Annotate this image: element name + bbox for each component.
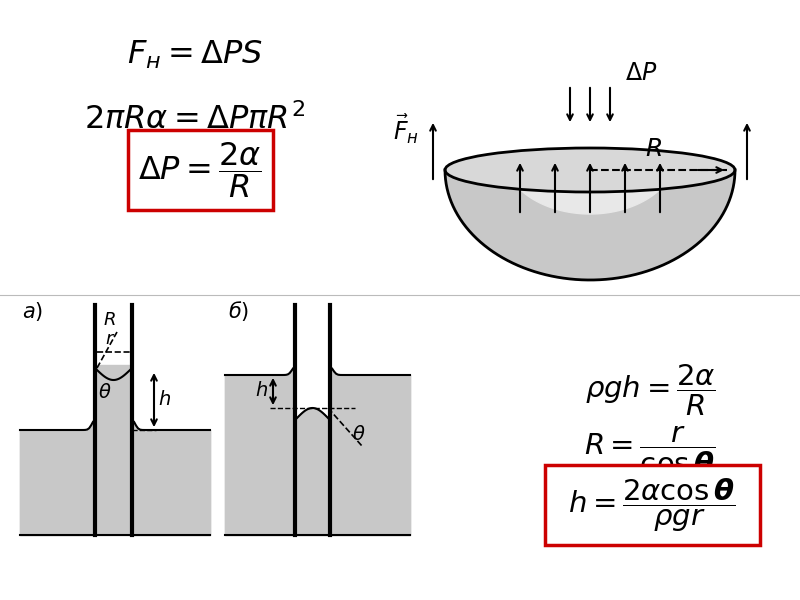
Text: $h$: $h$: [158, 390, 171, 409]
Polygon shape: [503, 154, 677, 214]
Polygon shape: [225, 375, 295, 535]
Text: $R = \dfrac{r}{\cos\boldsymbol{\theta}}$: $R = \dfrac{r}{\cos\boldsymbol{\theta}}$: [584, 424, 716, 476]
Text: $r$: $r$: [106, 330, 116, 348]
Text: $\theta$: $\theta$: [352, 425, 366, 444]
Text: $R$: $R$: [645, 138, 662, 161]
Ellipse shape: [445, 148, 735, 192]
Polygon shape: [330, 375, 410, 535]
Text: $\theta$: $\theta$: [98, 383, 111, 402]
Text: $а)$: $а)$: [22, 300, 43, 323]
Polygon shape: [297, 418, 328, 535]
Polygon shape: [97, 370, 130, 535]
Text: $\rho g h = \dfrac{2\alpha}{R}$: $\rho g h = \dfrac{2\alpha}{R}$: [585, 362, 715, 418]
Text: $h$: $h$: [255, 382, 268, 401]
Polygon shape: [445, 170, 735, 280]
Polygon shape: [132, 430, 210, 535]
Text: $h = \dfrac{2\alpha\cos\boldsymbol{\theta}}{\rho g r}$: $h = \dfrac{2\alpha\cos\boldsymbol{\thet…: [568, 476, 736, 533]
Text: $R$: $R$: [103, 311, 116, 329]
Text: $\Delta P = \dfrac{2\alpha}{R}$: $\Delta P = \dfrac{2\alpha}{R}$: [138, 140, 262, 200]
Text: $2\pi R\alpha = \Delta P \pi R^2$: $2\pi R\alpha = \Delta P \pi R^2$: [85, 104, 306, 136]
Polygon shape: [20, 430, 95, 535]
Bar: [128, 130, 273, 210]
Text: $\vec{F}_{\mathit{н}}$: $\vec{F}_{\mathit{н}}$: [393, 112, 419, 146]
Text: $F_{\mathit{н}} = \Delta PS$: $F_{\mathit{н}} = \Delta PS$: [127, 39, 263, 71]
Text: $\Delta P$: $\Delta P$: [625, 62, 658, 85]
Bar: [545, 465, 760, 545]
Text: $б)$: $б)$: [228, 299, 250, 323]
